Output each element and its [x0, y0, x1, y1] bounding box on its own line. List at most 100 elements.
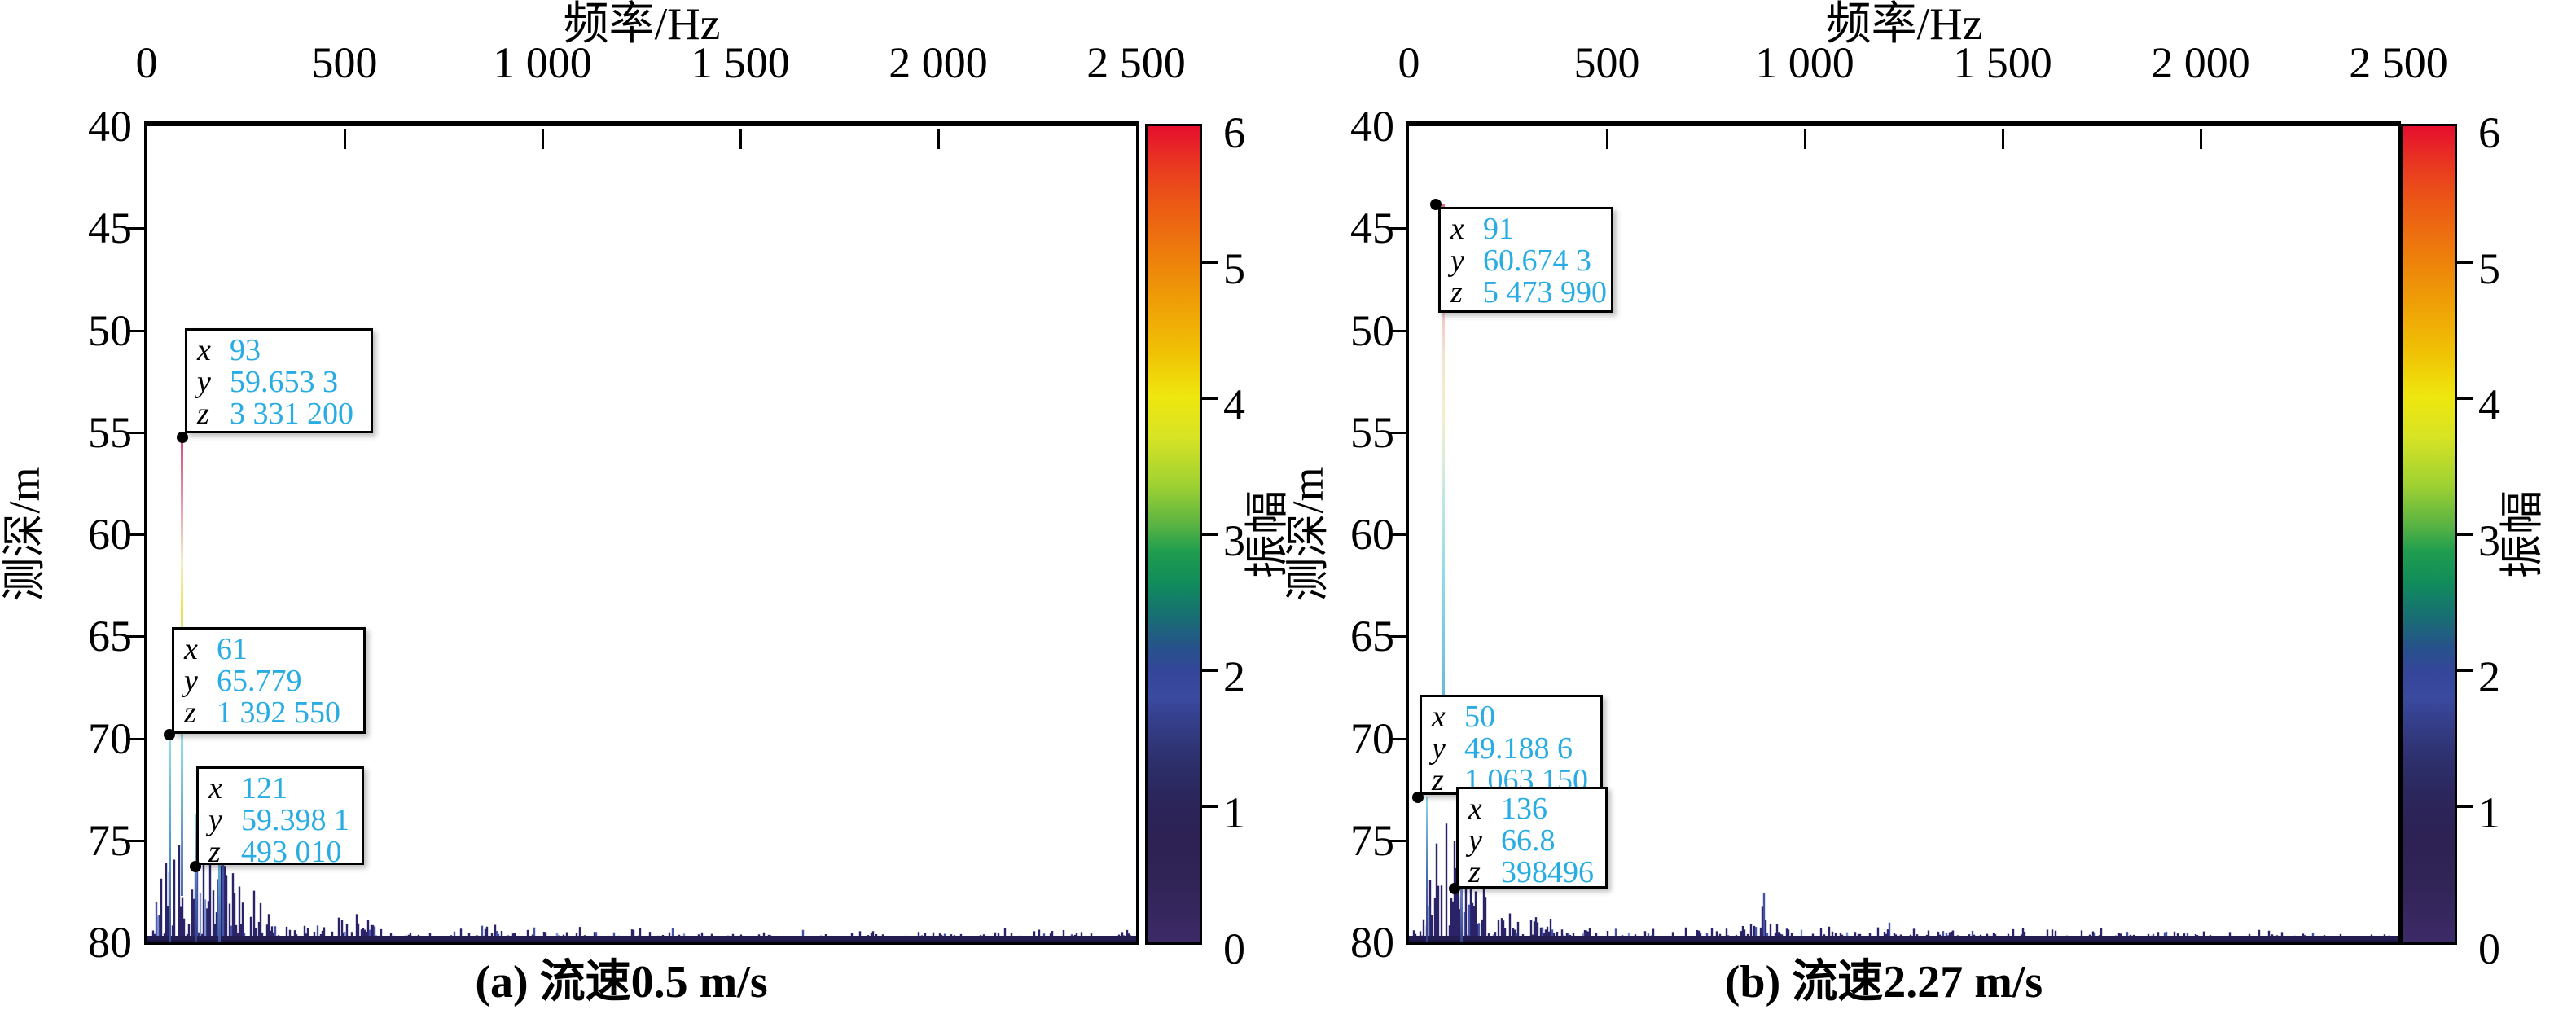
datatip-key: y [197, 365, 211, 399]
x-tick-label: 2 000 [2151, 38, 2250, 87]
datatip-value: 59.398 1 [241, 803, 349, 837]
colorbar-tick-mark [1202, 805, 1218, 808]
y-tick-label: 50 [88, 306, 132, 355]
colorbar-tick-label: 5 [2478, 244, 2500, 293]
colorbar-tick-mark [2457, 397, 2473, 400]
datatip-value: 1 392 550 [217, 696, 340, 730]
noise-floor-band-dark [147, 940, 1136, 942]
colorbar-tick-label: 3 [1223, 516, 1245, 565]
peak-line [1426, 797, 1428, 942]
noise-spikes [155, 861, 1088, 942]
panel-caption: (a) 流速0.5 m/s [475, 957, 768, 1007]
datatip-marker-dot [190, 861, 201, 872]
colorbar [1145, 124, 1202, 945]
x-tick-label: 2 000 [889, 38, 988, 87]
datatip-key: y [1432, 731, 1446, 766]
datatip-row: x 91 [1450, 213, 1611, 245]
colorbar-tick-label: 2 [1223, 652, 1245, 701]
x-tick-label: 0 [135, 38, 158, 87]
noise-floor-band-dark [1409, 940, 2398, 942]
y-tick-mark [1389, 432, 1406, 434]
datatip-key: x [197, 333, 211, 367]
y-tick-label: 70 [1350, 714, 1394, 763]
datatip-value: 49.188 6 [1464, 731, 1573, 766]
datatip-row: y 59.398 1 [208, 805, 362, 836]
datatip-row: x 61 [184, 634, 363, 665]
noise-floor-band [147, 936, 1136, 942]
y-tick-label: 65 [1350, 612, 1394, 661]
x-axis-title: 频率/Hz [1825, 0, 1983, 50]
peak-line [169, 735, 171, 942]
datatip-key: z [1432, 763, 1444, 797]
colorbar-tick-label: 3 [2478, 516, 2500, 565]
datatip-value: 66.8 [1501, 823, 1556, 858]
datatip-value: 59.653 3 [230, 365, 338, 399]
x-tick-mark [2200, 129, 2202, 149]
x-tick-mark [2002, 129, 2004, 149]
datatip-value: 136 [1501, 792, 1547, 826]
y-tick-mark [126, 840, 144, 842]
x-tick-label: 500 [311, 38, 378, 87]
y-tick-label: 45 [1350, 204, 1394, 252]
datatip-key: y [1468, 823, 1482, 858]
datatip-key: x [208, 771, 222, 805]
colorbar-tick-label: 4 [2478, 380, 2500, 429]
colorbar [2400, 124, 2457, 945]
datatip-box: x 121 y 59.398 1 z 493 010 [196, 766, 364, 868]
colorbar-tick-label: 1 [1223, 788, 1245, 837]
x-tick-mark [937, 129, 940, 149]
colorbar-tick-mark [2457, 805, 2473, 808]
colorbar-tick-label: 1 [2478, 788, 2500, 837]
y-tick-mark [126, 330, 144, 332]
x-tick-label: 1 000 [493, 38, 592, 87]
datatip-row: z 3 331 200 [197, 398, 371, 430]
x-tick-label: 2 500 [2349, 38, 2448, 87]
datatip-value: 60.674 3 [1483, 244, 1591, 278]
y-tick-label: 55 [88, 408, 132, 457]
datatip-value: 50 [1464, 700, 1495, 734]
y-tick-mark [126, 738, 144, 740]
datatip-marker-dot [1449, 883, 1460, 894]
colorbar-tick-label: 4 [1223, 380, 1245, 429]
datatip-key: x [1432, 700, 1446, 734]
datatip-value: 3 331 200 [230, 397, 353, 431]
colorbar-tick-mark [1202, 397, 1218, 400]
colorbar-tick-mark [1202, 669, 1218, 672]
datatip-row: x 93 [197, 335, 371, 367]
datatip-row: z 1 392 550 [184, 697, 363, 729]
colorbar-tick-label: 0 [2478, 924, 2500, 973]
datatip-key: z [184, 696, 196, 730]
y-tick-mark [126, 533, 144, 536]
datatip-key: x [1450, 212, 1464, 246]
y-tick-label: 40 [88, 102, 132, 151]
colorbar-gradient [2403, 126, 2455, 942]
y-tick-label: 80 [88, 918, 132, 967]
y-tick-mark [126, 432, 144, 434]
y-tick-label: 75 [1350, 816, 1394, 865]
datatip-key: x [1468, 792, 1482, 826]
colorbar-gradient [1148, 126, 1200, 942]
datatip-value: 121 [241, 771, 287, 805]
y-tick-mark [1389, 533, 1406, 536]
colorbar-tick-mark [2457, 261, 2473, 264]
peak-line [1442, 204, 1445, 705]
datatip-row: z 5 473 990 [1450, 277, 1611, 309]
spectrum-noise-plot [1409, 823, 2398, 942]
y-tick-label: 55 [1350, 408, 1394, 457]
x-tick-mark [1606, 129, 1608, 149]
datatip-value: 93 [230, 333, 261, 367]
datatip-row: x 121 [208, 773, 362, 805]
datatip-value: 91 [1483, 212, 1514, 246]
datatip-value: 398496 [1501, 855, 1594, 889]
spectrum-noise-plot [147, 833, 1136, 942]
y-tick-label: 60 [88, 510, 132, 559]
datatip-box: x 61 y 65.779 z 1 392 550 [172, 627, 366, 734]
datatip-marker-dot [177, 432, 188, 443]
datatip-row: y 49.188 6 [1432, 733, 1600, 765]
datatip-box: x 136 y 66.8 z 398496 [1456, 787, 1608, 889]
colorbar-tick-mark [2457, 533, 2473, 536]
datatip-box: x 91 y 60.674 3 z 5 473 990 [1438, 207, 1613, 313]
colorbar-tick-mark [1202, 261, 1218, 264]
